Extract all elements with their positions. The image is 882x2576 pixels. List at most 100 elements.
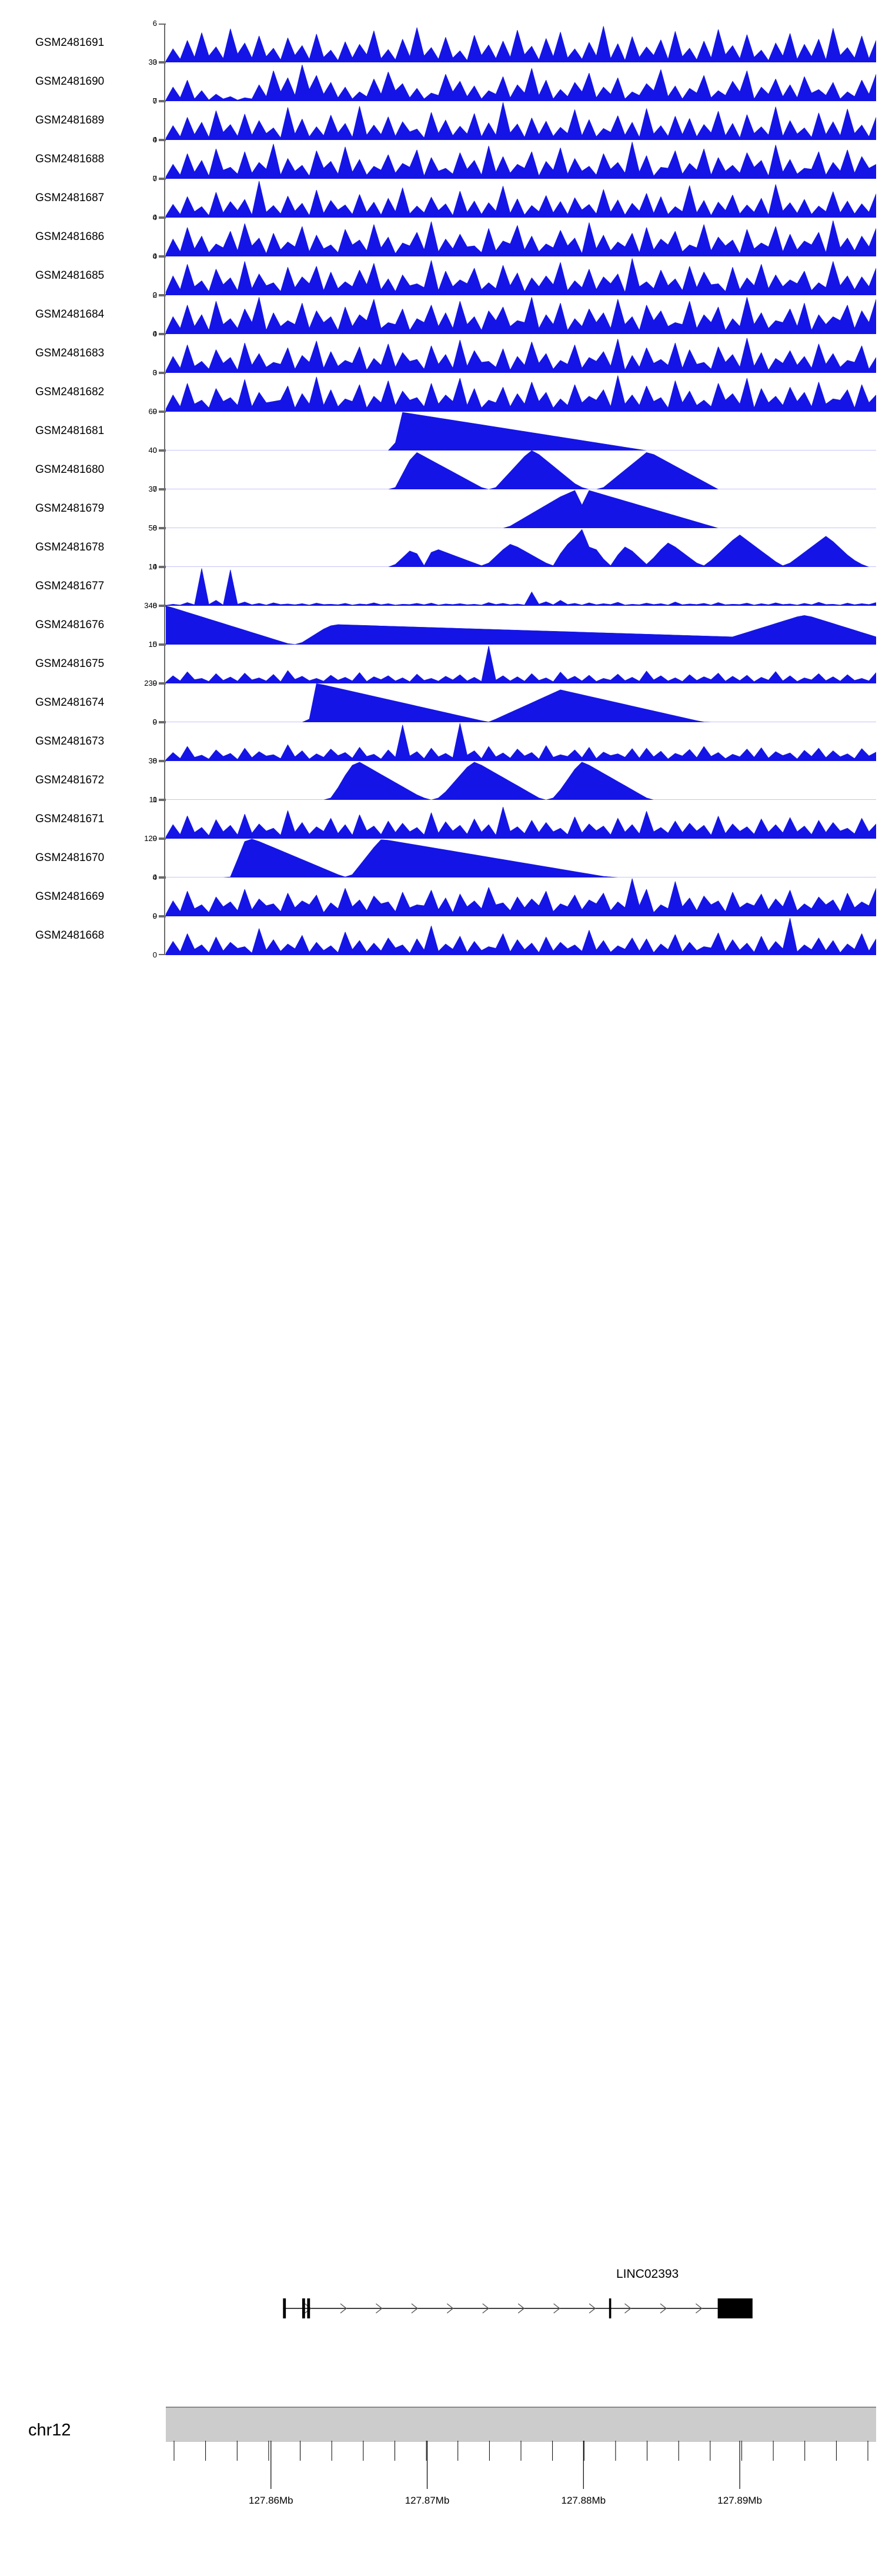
y-axis-tick-max <box>159 179 166 180</box>
chromosome-ideogram-bar[interactable] <box>166 2407 876 2442</box>
coverage-plot-area[interactable] <box>166 334 876 373</box>
coverage-plot-area[interactable] <box>166 800 876 839</box>
track-label-gsm2481681: GSM2481681 <box>35 425 105 437</box>
y-axis-max-value: 6 <box>152 19 157 28</box>
track-label-gsm2481690: GSM2481690 <box>35 75 105 88</box>
y-axis-max-value: 14 <box>148 562 157 571</box>
coverage-plot-area[interactable] <box>166 761 876 800</box>
coverage-plot-area[interactable] <box>166 412 876 451</box>
y-axis-min-value: 0 <box>152 329 157 338</box>
coverage-track: GSM2481677 14 0 <box>0 563 882 610</box>
coverage-plot-area[interactable] <box>166 645 876 683</box>
y-axis-tick-min <box>159 760 166 761</box>
coverage-plot-area[interactable] <box>166 373 876 412</box>
track-label-gsm2481677: GSM2481677 <box>35 580 105 592</box>
track-label-gsm2481678: GSM2481678 <box>35 541 105 553</box>
y-axis-min-value: 0 <box>152 718 157 726</box>
coverage-track: GSM2481675 15 0 <box>0 640 882 687</box>
y-axis-tick-max <box>159 761 166 762</box>
coverage-track: GSM2481689 7 0 <box>0 97 882 144</box>
coverage-plot-area[interactable] <box>166 916 876 955</box>
y-axis-tick-max <box>159 295 166 296</box>
coverage-plot-area[interactable] <box>166 839 876 877</box>
y-axis-tick-max <box>159 916 166 917</box>
y-axis-line <box>164 295 165 334</box>
y-axis-line <box>164 761 165 800</box>
y-axis-tick-min <box>159 294 166 295</box>
ruler-ticks: 127.86Mb 127.87Mb 127.88Mb 127.89Mb <box>166 2441 876 2552</box>
coverage-plot-area[interactable] <box>166 62 876 101</box>
y-axis-tick-min <box>159 411 166 412</box>
y-axis-min-value: 0 <box>152 523 157 532</box>
coverage-plot-area[interactable] <box>166 528 876 567</box>
coverage-plot-area[interactable] <box>166 489 876 528</box>
y-axis: 348 0 <box>144 602 166 648</box>
coverage-plot-area[interactable] <box>166 877 876 916</box>
svg-text:127.88Mb: 127.88Mb <box>561 2495 606 2506</box>
coverage-plot-area[interactable] <box>166 218 876 256</box>
track-label-gsm2481682: GSM2481682 <box>35 386 105 398</box>
y-axis-tick-min <box>159 605 166 606</box>
y-axis-line <box>164 451 165 489</box>
y-axis-min-value: 0 <box>152 834 157 843</box>
y-axis-min-value: 0 <box>152 950 157 959</box>
chromosome-ruler-region: chr12 127.86Mb 127.87Mb 127.88Mb 127.89Mb <box>0 2388 882 2576</box>
y-axis-min-value: 0 <box>152 58 157 66</box>
y-axis-tick-min <box>159 372 166 373</box>
y-axis-tick-min <box>159 566 166 567</box>
coverage-plot-area[interactable] <box>166 140 876 179</box>
y-axis-line <box>164 800 165 839</box>
coverage-track: GSM2481681 69 0 <box>0 408 882 454</box>
y-axis-tick-max <box>159 334 166 335</box>
coverage-plot-area[interactable] <box>166 722 876 761</box>
y-axis-tick-max <box>159 412 166 413</box>
y-axis: 37 0 <box>146 485 166 532</box>
coverage-track: GSM2481668 9 0 <box>0 912 882 959</box>
y-axis-min-value: 0 <box>152 756 157 765</box>
y-axis-tick-min <box>159 100 166 101</box>
y-axis-max-value: 9 <box>152 718 157 726</box>
gene-model[interactable] <box>166 2291 876 2326</box>
y-axis-tick-min <box>159 527 166 528</box>
coverage-plot-area[interactable] <box>166 683 876 722</box>
coverage-plot-area[interactable] <box>166 179 876 218</box>
y-axis-line <box>164 528 165 567</box>
y-axis-line <box>164 62 165 101</box>
y-axis-line <box>164 101 165 140</box>
y-axis: 69 0 <box>146 408 166 454</box>
y-axis-min-value: 0 <box>152 601 157 610</box>
y-axis-tick-min <box>159 876 166 877</box>
y-axis: 15 0 <box>146 640 166 687</box>
y-axis-tick-min <box>159 721 166 722</box>
coverage-track: GSM2481679 37 0 <box>0 485 882 532</box>
y-axis-tick-min <box>159 255 166 256</box>
track-label-gsm2481691: GSM2481691 <box>35 36 105 49</box>
y-axis-tick-min <box>159 643 166 645</box>
y-axis: 40 0 <box>146 446 166 493</box>
y-axis-min-value: 0 <box>152 135 157 144</box>
y-axis-min-value: 0 <box>152 873 157 882</box>
y-axis-line <box>164 334 165 373</box>
y-axis-tick-max <box>159 606 166 607</box>
y-axis-max-value: 11 <box>149 795 158 804</box>
coverage-track: GSM2481690 33 0 <box>0 58 882 105</box>
track-label-gsm2481673: GSM2481673 <box>35 735 105 748</box>
coverage-plot-area[interactable] <box>166 24 876 62</box>
coverage-plot-area[interactable] <box>166 101 876 140</box>
svg-text:127.87Mb: 127.87Mb <box>405 2495 450 2506</box>
track-label-gsm2481688: GSM2481688 <box>35 153 105 165</box>
coverage-plot-area[interactable] <box>166 567 876 606</box>
coverage-track: GSM2481672 38 0 <box>0 757 882 803</box>
track-label-gsm2481685: GSM2481685 <box>35 269 105 282</box>
y-axis-max-value: 129 <box>144 834 157 843</box>
coverage-plot-area[interactable] <box>166 295 876 334</box>
track-label-gsm2481674: GSM2481674 <box>35 696 105 709</box>
track-label-gsm2481686: GSM2481686 <box>35 231 105 243</box>
coverage-plot-area[interactable] <box>166 256 876 295</box>
coverage-plot-area[interactable] <box>166 451 876 489</box>
y-axis-min-value: 0 <box>152 96 157 105</box>
y-axis-tick-min <box>159 178 166 179</box>
coverage-plot-area[interactable] <box>166 606 876 645</box>
